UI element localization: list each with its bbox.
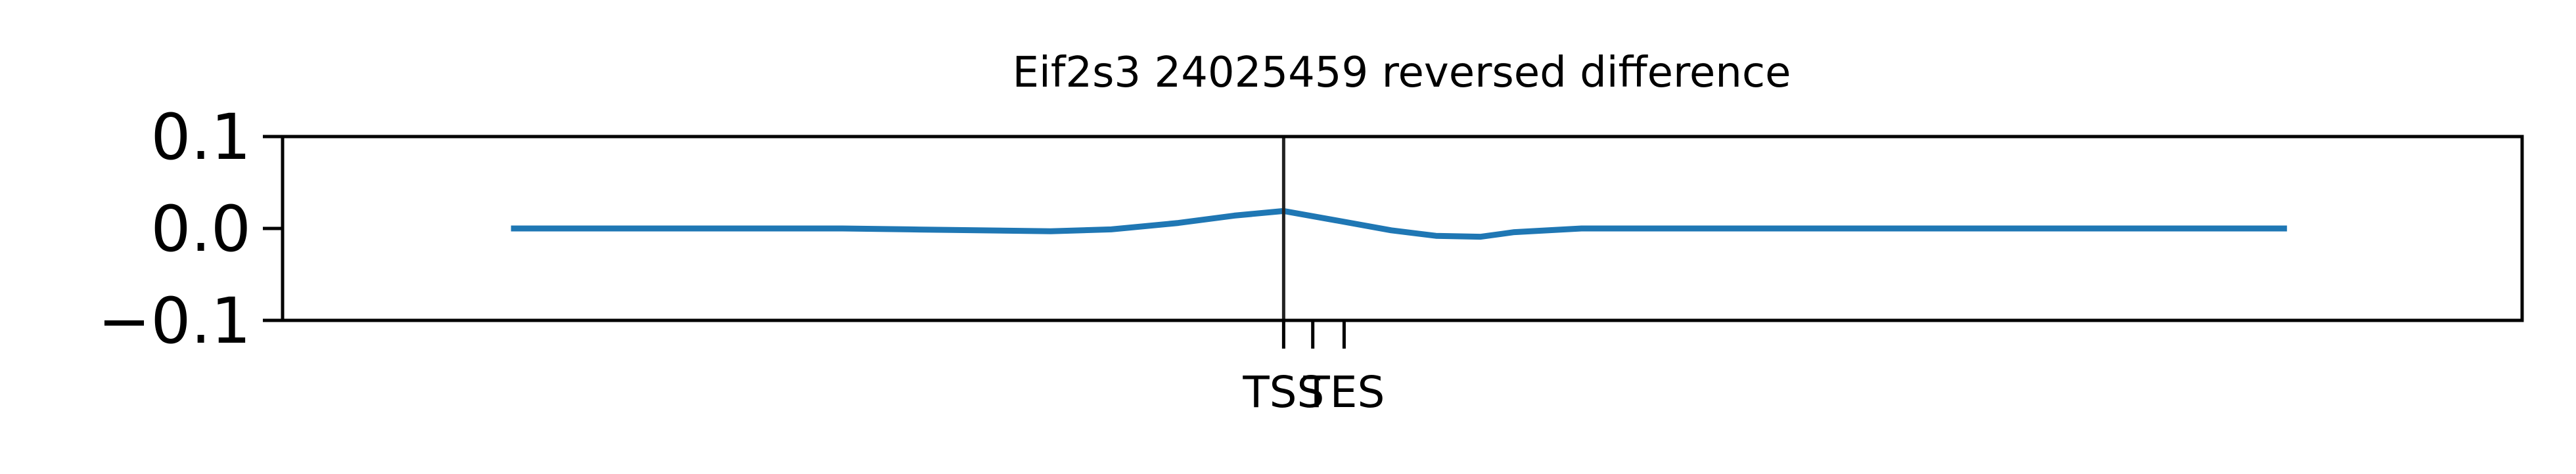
y-tick-label: 0.1 [150, 100, 251, 174]
y-tick-label: −0.1 [98, 284, 251, 358]
x-tick-label: TSS [1242, 367, 1324, 418]
chart-title: Eif2s3 24025459 reversed difference [1013, 49, 1791, 97]
y-tick-label: 0.0 [150, 192, 251, 266]
series-line-0 [511, 207, 2288, 240]
x-tick-label: TES [1302, 367, 1385, 418]
